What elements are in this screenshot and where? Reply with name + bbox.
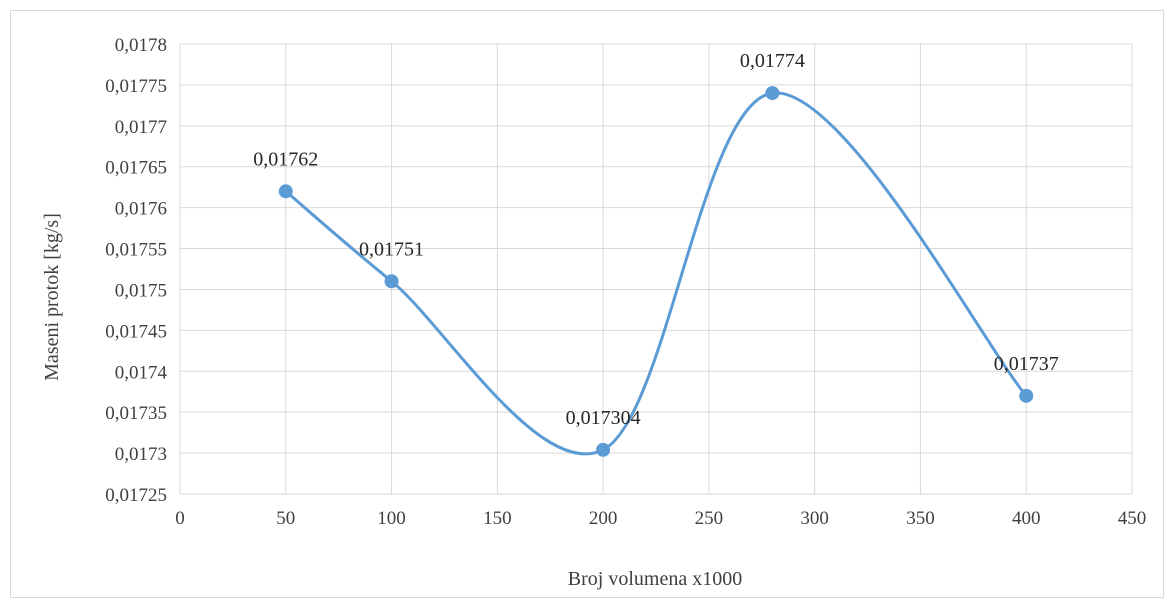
x-tick-label: 300 xyxy=(800,508,829,529)
data-point xyxy=(384,274,399,289)
x-tick-label: 0 xyxy=(175,508,185,529)
y-tick-label: 0,01745 xyxy=(105,321,167,342)
x-axis-ticks: 0 50 100 150 200 250 300 350 400 450 xyxy=(175,508,1146,529)
x-tick-label: 150 xyxy=(483,508,512,529)
data-label: 0,01774 xyxy=(740,50,805,72)
data-point xyxy=(596,442,611,457)
series-line xyxy=(284,91,1028,456)
data-point xyxy=(1019,388,1034,403)
x-tick-label: 50 xyxy=(276,508,295,529)
x-tick-label: 450 xyxy=(1118,508,1147,529)
x-tick-label: 200 xyxy=(589,508,618,529)
y-tick-label: 0,01735 xyxy=(105,403,167,424)
y-axis-ticks: 0,01725 0,0173 0,01735 0,0174 0,01745 0,0175 0… xyxy=(105,35,167,506)
y-tick-label: 0,0177 xyxy=(115,117,167,138)
x-tick-label: 250 xyxy=(695,508,724,529)
y-axis-title: Maseni protok [kg/s] xyxy=(41,213,63,381)
y-tick-label: 0,0173 xyxy=(115,444,167,465)
y-tick-label: 0,01725 xyxy=(105,485,167,506)
y-tick-label: 0,01775 xyxy=(105,76,167,97)
data-point xyxy=(765,86,780,101)
y-tick-label: 0,01765 xyxy=(105,158,167,179)
y-tick-label: 0,0175 xyxy=(115,280,167,301)
y-tick-label: 0,0176 xyxy=(115,199,167,220)
x-axis-title: Broj volumena x1000 xyxy=(568,568,742,590)
data-label: 0,01762 xyxy=(253,148,318,170)
chart-frame xyxy=(10,10,1164,598)
data-labels: 0,01762 0,01751 0,017304 0,01774 0,01737 xyxy=(253,50,1058,429)
x-tick-label: 350 xyxy=(906,508,935,529)
data-label: 0,017304 xyxy=(566,407,641,429)
y-tick-label: 0,0174 xyxy=(115,362,168,383)
y-tick-label: 0,0178 xyxy=(115,35,167,56)
y-tick-label: 0,01755 xyxy=(105,240,167,261)
x-tick-label: 400 xyxy=(1012,508,1041,529)
x-tick-label: 100 xyxy=(377,508,406,529)
data-label: 0,01751 xyxy=(359,238,424,260)
series-points xyxy=(278,86,1034,457)
gridlines xyxy=(179,43,1133,495)
data-label: 0,01737 xyxy=(994,353,1059,375)
data-point xyxy=(278,184,293,199)
